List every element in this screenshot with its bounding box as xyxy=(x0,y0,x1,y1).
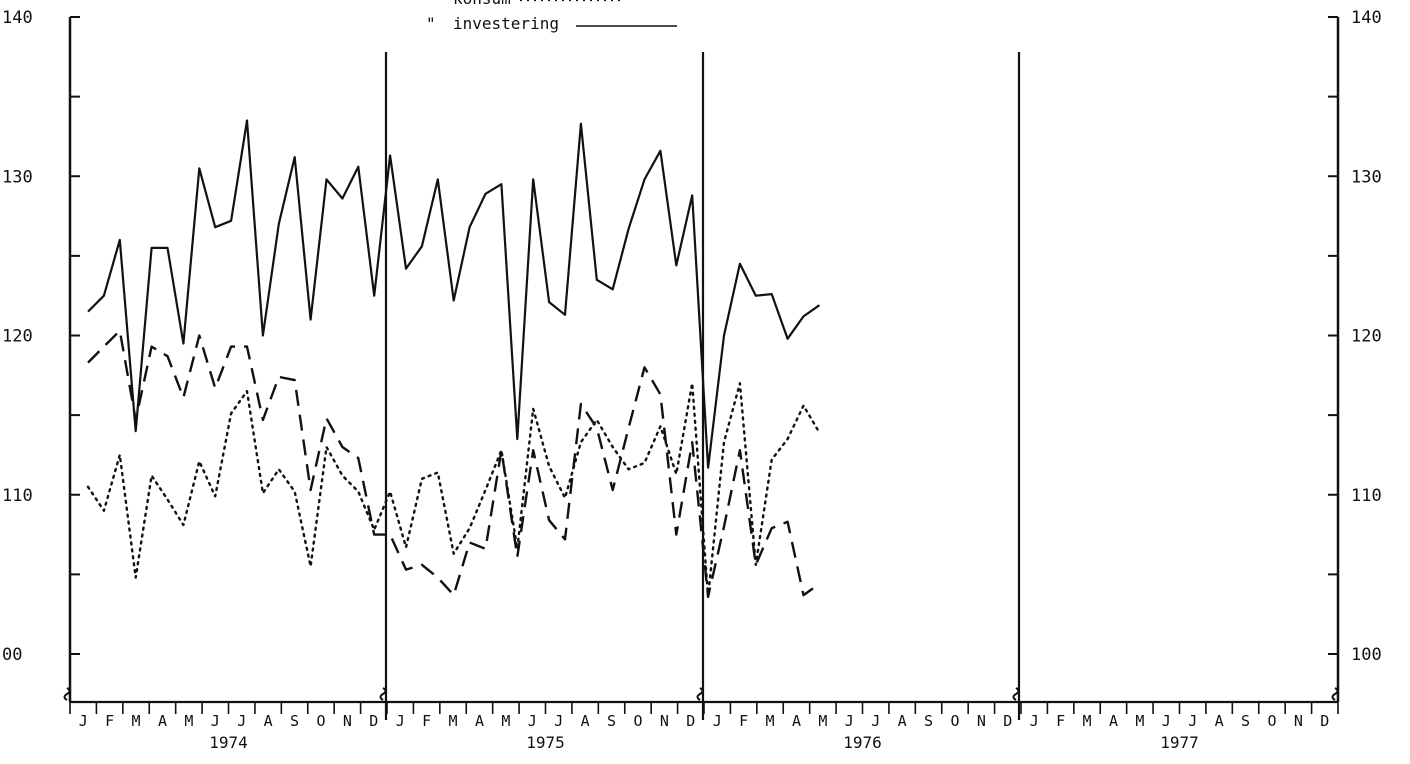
axis-break-mark xyxy=(63,687,71,701)
y-tick-label-left: 130 xyxy=(2,167,33,187)
month-label: D xyxy=(1003,712,1012,730)
month-label: A xyxy=(1215,712,1224,730)
axis-break-mark xyxy=(1012,687,1020,701)
month-label: M xyxy=(132,712,141,730)
month-label: S xyxy=(1241,712,1250,730)
month-label: J xyxy=(1188,712,1197,730)
month-label: D xyxy=(686,712,695,730)
month-label: F xyxy=(739,712,748,730)
month-label: M xyxy=(818,712,827,730)
year-label: 1974 xyxy=(209,733,248,752)
series-layer xyxy=(86,119,821,598)
month-label: M xyxy=(449,712,458,730)
month-label: O xyxy=(1267,712,1276,730)
year-label: 1977 xyxy=(1160,733,1199,752)
y-tick-label-right: 140 xyxy=(1351,8,1382,28)
month-label: A xyxy=(792,712,801,730)
month-label: A xyxy=(581,712,590,730)
month-label: S xyxy=(924,712,933,730)
axis-break-mark xyxy=(1331,687,1339,701)
month-label: M xyxy=(1135,712,1144,730)
year-label: 1976 xyxy=(843,733,882,752)
year-label: 1975 xyxy=(526,733,565,752)
month-label: J xyxy=(554,712,563,730)
month-label: J xyxy=(211,712,220,730)
legend-label-investering: investering xyxy=(453,14,559,33)
month-label: J xyxy=(237,712,246,730)
y-tick-label-left: 120 xyxy=(2,327,33,347)
series-line-solid xyxy=(87,119,821,469)
month-label: A xyxy=(1109,712,1118,730)
month-label: J xyxy=(396,712,405,730)
month-label: M xyxy=(766,712,775,730)
y-tick-label-right: 100 xyxy=(1351,645,1382,665)
axis-break-mark xyxy=(696,687,704,701)
month-label: F xyxy=(105,712,114,730)
month-label: A xyxy=(898,712,907,730)
month-label: N xyxy=(660,712,669,730)
month-label: M xyxy=(1083,712,1092,730)
month-label: N xyxy=(1294,712,1303,730)
month-label: N xyxy=(977,712,986,730)
legend-label-konsum: konsum xyxy=(453,0,511,8)
month-label: J xyxy=(528,712,537,730)
month-label: J xyxy=(1030,712,1039,730)
y-tick-label-left: 140 xyxy=(2,8,33,28)
month-label: F xyxy=(422,712,431,730)
series-line-dotted xyxy=(86,382,821,598)
month-label: O xyxy=(633,712,642,730)
month-label: A xyxy=(475,712,484,730)
y-tick-label-right: 110 xyxy=(1351,486,1382,506)
legend-prefix-investering: " xyxy=(426,14,436,33)
series-line-dashed xyxy=(87,329,821,598)
month-label: N xyxy=(343,712,352,730)
month-label: J xyxy=(845,712,854,730)
month-label: D xyxy=(1320,712,1329,730)
month-label: J xyxy=(713,712,722,730)
legend: " konsum " investering xyxy=(426,0,677,33)
month-label: A xyxy=(158,712,167,730)
month-label: J xyxy=(79,712,88,730)
month-label: O xyxy=(950,712,959,730)
month-label: A xyxy=(264,712,273,730)
legend-prefix-konsum: " xyxy=(426,0,436,8)
month-label: O xyxy=(316,712,325,730)
y-tick-label-right: 120 xyxy=(1351,327,1382,347)
month-label: D xyxy=(369,712,378,730)
y-tick-label-left: 00 xyxy=(2,645,22,665)
month-label: F xyxy=(1056,712,1065,730)
month-label: M xyxy=(501,712,510,730)
month-label: S xyxy=(607,712,616,730)
month-label: S xyxy=(290,712,299,730)
axis-break-mark xyxy=(379,687,387,701)
y-tick-label-right: 130 xyxy=(1351,167,1382,187)
month-label: J xyxy=(871,712,880,730)
month-label: J xyxy=(1162,712,1171,730)
month-label: M xyxy=(184,712,193,730)
y-tick-label-left: 110 xyxy=(2,486,33,506)
